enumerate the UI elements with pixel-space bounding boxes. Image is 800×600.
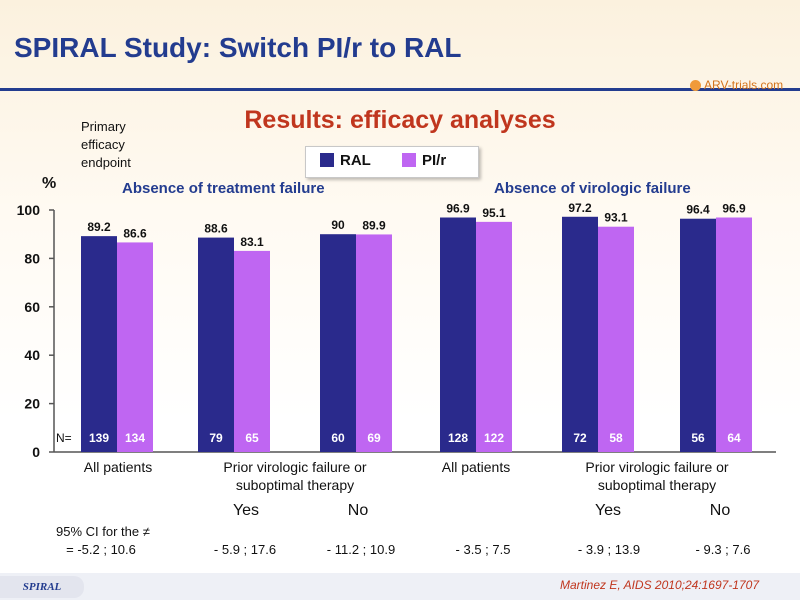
bar-pir	[117, 242, 153, 452]
x-label-no-1: No	[347, 502, 369, 519]
y-tick-label: 100	[17, 202, 41, 218]
ci-value-1: = -5.2 ; 10.6	[66, 542, 136, 557]
bar-value-label-ral: 88.6	[204, 222, 228, 236]
bar-value-label-ral: 96.4	[686, 203, 710, 217]
bar-value-label-pir: 86.6	[123, 226, 147, 240]
bar-value-label-ral: 97.2	[568, 201, 592, 215]
bar-value-label-pir: 83.1	[240, 235, 264, 249]
ci-value-5: - 3.9 ; 13.9	[577, 542, 641, 557]
n-prefix-label: N=	[56, 431, 72, 445]
bar-value-label-ral: 90	[331, 218, 345, 232]
legend-label-pir: PI/r	[422, 152, 447, 169]
n-count-label-ral: 139	[89, 431, 109, 445]
bar-value-label-pir: 95.1	[482, 206, 506, 220]
endpoint-line-3: endpoint	[81, 155, 131, 170]
bar-value-label-pir: 96.9	[722, 202, 746, 216]
citation: Martinez E, AIDS 2010;24:1697-1707	[560, 578, 760, 592]
ci-value-6: - 9.3 ; 7.6	[695, 542, 751, 557]
n-count-label-ral: 72	[573, 431, 587, 445]
x-label-prior-2-line-1: Prior virologic failure or	[585, 459, 729, 475]
n-count-label-pir: 69	[367, 431, 381, 445]
endpoint-line-2: efficacy	[81, 137, 125, 152]
bar-value-label-ral: 89.2	[87, 220, 111, 234]
bar-pir	[598, 226, 634, 452]
x-label-yes-2: Yes	[594, 502, 622, 519]
n-count-label-pir: 65	[245, 431, 259, 445]
bar-pir	[716, 217, 752, 452]
group-title-virologic-failure: Absence of virologic failure	[494, 180, 691, 197]
legend-label-ral: RAL	[340, 152, 371, 169]
logo-text: ARV-trials.com	[704, 78, 784, 92]
y-unit-label: %	[42, 175, 57, 192]
x-label-prior-1-line-1: Prior virologic failure or	[223, 459, 367, 475]
x-label-prior-1: Prior virologic failure or suboptimal th…	[176, 458, 414, 494]
bar-pir	[356, 234, 392, 452]
x-label-prior-2-line-2: suboptimal therapy	[597, 477, 717, 493]
x-label-prior-1-line-2: suboptimal therapy	[235, 477, 355, 493]
n-count-label-pir: 64	[727, 431, 741, 445]
legend-item-ral: RAL	[320, 152, 371, 169]
x-label-all-patients-2: All patients	[441, 459, 511, 475]
y-tick-label: 20	[24, 396, 40, 412]
ci-value-4: - 3.5 ; 7.5	[455, 542, 511, 557]
bar-value-label-pir: 93.1	[604, 211, 628, 225]
x-label-prior-2: Prior virologic failure or suboptimal th…	[538, 458, 776, 494]
ci-value-3: - 11.2 ; 10.9	[326, 542, 396, 557]
y-tick-label: 0	[32, 444, 40, 460]
n-count-label-ral: 79	[209, 431, 223, 445]
spiral-badge: SPIRAL	[0, 576, 84, 598]
bar-pir	[476, 221, 512, 452]
n-count-label-ral: 60	[331, 431, 345, 445]
y-tick-label: 80	[24, 250, 40, 266]
bar-value-label-ral: 96.9	[446, 202, 470, 216]
bar-ral	[440, 217, 476, 452]
x-label-all-patients-1: All patients	[83, 459, 153, 475]
group-title-treatment-failure: Absence of treatment failure	[122, 180, 325, 197]
y-tick-label: 60	[24, 299, 40, 315]
arv-trials-logo: ARV-trials.com	[690, 78, 783, 92]
legend-swatch-ral	[320, 153, 334, 167]
legend-swatch-pir	[402, 153, 416, 167]
bar-pir	[234, 250, 270, 452]
n-count-label-ral: 56	[691, 431, 705, 445]
y-tick-label: 40	[24, 347, 40, 363]
legend-item-pir: PI/r	[402, 152, 446, 169]
n-count-label-ral: 128	[448, 431, 468, 445]
bar-ral	[562, 216, 598, 452]
n-count-label-pir: 58	[609, 431, 623, 445]
bar-ral	[680, 218, 716, 452]
n-count-label-pir: 134	[125, 431, 145, 445]
chart-legend: RAL PI/r	[305, 146, 479, 178]
bar-ral	[320, 234, 356, 452]
footer-bar	[0, 573, 800, 600]
bar-ral	[81, 236, 117, 452]
bar-ral	[198, 237, 234, 452]
ci-label: 95% CI for the ≠	[56, 524, 150, 539]
title-divider	[0, 88, 800, 91]
page-title: SPIRAL Study: Switch PI/r to RAL	[14, 32, 462, 63]
x-label-yes-1: Yes	[232, 502, 260, 519]
n-count-label-pir: 122	[484, 431, 504, 445]
ci-value-2: - 5.9 ; 17.6	[213, 542, 277, 557]
endpoint-line-1: Primary	[81, 119, 126, 134]
x-label-no-2: No	[709, 502, 731, 519]
bar-value-label-pir: 89.9	[362, 218, 386, 232]
logo-mark-icon	[690, 80, 701, 92]
endpoint-label: Primary efficacy endpoint	[81, 118, 131, 172]
slide-subtitle: Results: efficacy analyses	[244, 106, 556, 134]
